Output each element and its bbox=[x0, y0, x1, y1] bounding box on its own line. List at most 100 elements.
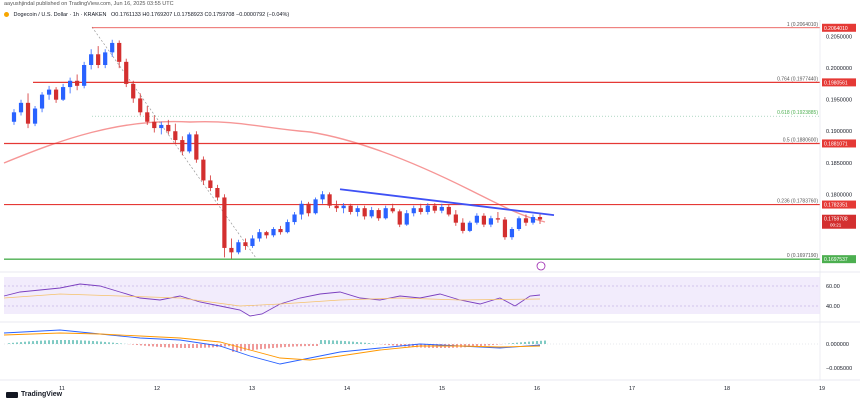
price-tag-label: 0.1782351 bbox=[824, 203, 848, 209]
fib-level-label: 0.764 (0.1977440) bbox=[777, 76, 818, 82]
macd-histogram-bar bbox=[344, 341, 346, 344]
macd-histogram-bar bbox=[120, 343, 122, 344]
candle-body bbox=[292, 214, 297, 223]
rsi-axis-label: 40.00 bbox=[826, 304, 840, 310]
macd-histogram-bar bbox=[208, 344, 210, 348]
macd-histogram-bar bbox=[516, 342, 518, 344]
time-axis-label: 17 bbox=[629, 386, 635, 392]
macd-histogram-bar bbox=[288, 344, 290, 347]
macd-histogram-bar bbox=[272, 344, 274, 349]
candle-body bbox=[159, 124, 164, 129]
candle-body bbox=[110, 42, 115, 53]
candle-body bbox=[516, 218, 522, 229]
macd-histogram-bar bbox=[336, 340, 338, 344]
publish-info: aayushjindal published on TradingView.co… bbox=[4, 1, 174, 7]
macd-histogram-bar bbox=[384, 344, 386, 345]
candle-body bbox=[222, 197, 227, 248]
macd-histogram-bar bbox=[236, 344, 238, 352]
macd-histogram-bar bbox=[20, 342, 22, 344]
time-axis-label: 19 bbox=[819, 386, 825, 392]
price-tag-label: 0.1980561 bbox=[824, 80, 848, 86]
macd-histogram-bar bbox=[152, 344, 154, 347]
macd-histogram-bar bbox=[156, 344, 158, 347]
macd-axis-label: 0.000000 bbox=[826, 342, 849, 348]
macd-histogram-bar bbox=[12, 342, 14, 344]
candle-body bbox=[264, 232, 269, 236]
macd-histogram-bar bbox=[520, 342, 522, 344]
candle-body bbox=[271, 229, 276, 236]
candle-body bbox=[341, 205, 346, 209]
macd-histogram-bar bbox=[248, 344, 250, 351]
candle-body bbox=[201, 159, 206, 181]
macd-histogram-bar bbox=[324, 340, 326, 344]
macd-histogram-bar bbox=[188, 344, 190, 348]
macd-histogram-bar bbox=[544, 340, 546, 344]
macd-histogram-bar bbox=[108, 342, 110, 344]
symbol-title[interactable]: Dogecoin / U.S. Dollar · 1h · KRAKEN bbox=[13, 12, 107, 18]
macd-histogram-bar bbox=[168, 344, 170, 348]
macd-histogram-bar bbox=[536, 341, 538, 344]
candle-body bbox=[481, 215, 486, 225]
macd-histogram-bar bbox=[232, 344, 234, 352]
macd-line bbox=[3, 329, 541, 365]
macd-histogram-bar bbox=[176, 344, 178, 348]
macd-histogram-bar bbox=[296, 344, 298, 347]
candle-body bbox=[383, 208, 388, 219]
price-axis-label: 0.1850000 bbox=[826, 161, 852, 167]
candle-body bbox=[369, 210, 374, 217]
time-axis-label: 15 bbox=[439, 386, 445, 392]
macd-histogram-bar bbox=[44, 340, 46, 344]
macd-histogram-bar bbox=[56, 340, 58, 344]
candle-body bbox=[390, 208, 395, 212]
macd-histogram-bar bbox=[184, 344, 186, 348]
candle-body bbox=[32, 108, 38, 124]
candle-body bbox=[320, 194, 325, 200]
candle-body bbox=[138, 98, 143, 113]
macd-histogram-bar bbox=[160, 344, 162, 348]
candle-body bbox=[173, 131, 178, 141]
macd-histogram-bar bbox=[260, 344, 262, 350]
macd-histogram-bar bbox=[228, 344, 230, 347]
macd-histogram-bar bbox=[488, 344, 490, 346]
candle-body bbox=[299, 203, 304, 215]
candle-body bbox=[439, 206, 444, 211]
candle-body bbox=[18, 102, 24, 113]
macd-histogram-bar bbox=[540, 340, 542, 344]
candle-body bbox=[194, 134, 199, 160]
macd-histogram-bar bbox=[316, 344, 318, 347]
candle-body bbox=[418, 208, 423, 212]
macd-signal-line bbox=[3, 332, 541, 361]
fib-level-label: 1 (0.2064010) bbox=[787, 22, 818, 28]
candle-body bbox=[46, 89, 52, 95]
time-axis-label: 12 bbox=[154, 386, 160, 392]
fib-anchor-line bbox=[91, 26, 257, 259]
macd-histogram-bar bbox=[196, 344, 198, 348]
candle-body bbox=[453, 214, 458, 223]
macd-histogram-bar bbox=[36, 340, 38, 344]
price-tag bbox=[822, 23, 856, 32]
fib-level-label: 0.236 (0.1783760) bbox=[777, 199, 818, 205]
macd-histogram-bar bbox=[220, 344, 222, 347]
rsi-signal-line bbox=[3, 293, 541, 307]
macd-histogram-bar bbox=[256, 344, 258, 350]
macd-histogram-bar bbox=[92, 341, 94, 344]
macd-histogram-bar bbox=[48, 340, 50, 344]
macd-histogram-bar bbox=[400, 344, 402, 347]
candle-body bbox=[446, 206, 451, 215]
candle-body bbox=[131, 83, 136, 99]
candle-body bbox=[145, 112, 150, 122]
price-axis-label: 0.1900000 bbox=[826, 129, 852, 135]
price-tag bbox=[822, 78, 856, 87]
candle-body bbox=[68, 80, 73, 88]
candle-body bbox=[495, 218, 501, 220]
candle-body bbox=[355, 208, 360, 212]
macd-histogram-bar bbox=[24, 341, 26, 344]
candle-body bbox=[180, 140, 185, 152]
candle-body bbox=[187, 134, 192, 152]
candle-body bbox=[250, 238, 255, 247]
macd-histogram-bar bbox=[512, 343, 514, 344]
macd-histogram-bar bbox=[356, 341, 358, 344]
price-axis-label: 0.1950000 bbox=[826, 98, 852, 104]
macd-histogram-bar bbox=[508, 343, 510, 344]
